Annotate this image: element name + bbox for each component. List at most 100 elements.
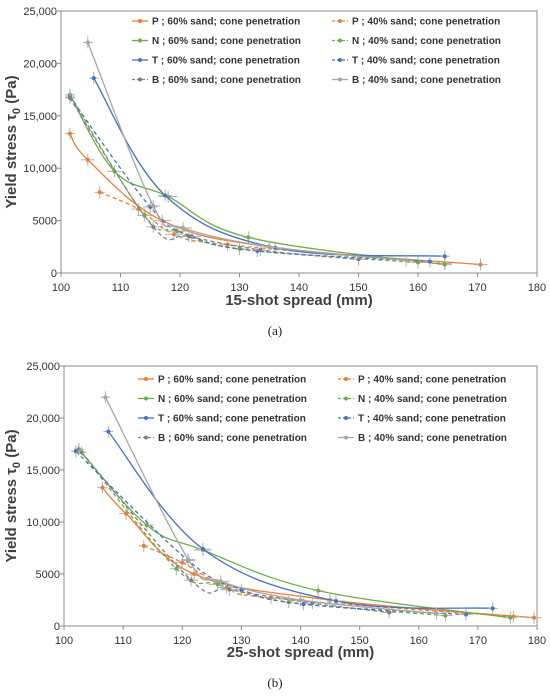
series-line xyxy=(78,448,446,617)
data-point xyxy=(85,157,90,162)
series-line xyxy=(93,77,445,257)
legend-label: T ; 40% sand; cone penetration xyxy=(352,56,500,67)
series-line xyxy=(75,450,467,616)
y-tick-label: 0 xyxy=(51,268,57,280)
data-point xyxy=(91,76,96,81)
data-point xyxy=(443,613,448,618)
x-tick-label: 180 xyxy=(528,282,546,294)
legend-item-t-40-sand-cone-penetration: T ; 40% sand; cone penetration xyxy=(338,414,506,425)
chart-panel-b: 100 110 120 130 140 150 160 170 180 0 5000 10,000 15… xyxy=(0,352,550,698)
x-tick-label: 140 xyxy=(290,282,308,294)
legend-item-p-40-sand-cone-penetration: P ; 40% sand; cone penetration xyxy=(338,375,506,386)
legend-swatch-marker xyxy=(144,416,148,420)
y-tick-label: 20,000 xyxy=(26,413,60,425)
data-point xyxy=(218,579,223,584)
legend-swatch-marker xyxy=(338,38,342,43)
series-line xyxy=(69,96,430,263)
data-point xyxy=(144,523,149,528)
legend-item-n-40-sand-cone-penetration: N ; 40% sand; cone penetration xyxy=(338,394,507,405)
series-n-40-sand-cone-penetration xyxy=(64,88,425,269)
data-point xyxy=(85,40,90,45)
legend-item-p-40-sand-cone-penetration: P ; 40% sand; cone penetration xyxy=(332,17,500,28)
legend-label: N ; 40% sand; cone penetration xyxy=(352,36,501,47)
legend-swatch-marker xyxy=(338,19,342,23)
series-line xyxy=(101,487,535,619)
y-tick-label: 15,000 xyxy=(23,111,57,123)
legend-swatch-marker xyxy=(344,416,348,420)
legend-item-b-40-sand-cone-penetration: B ; 40% sand; cone penetration xyxy=(338,433,507,444)
y-tick-label: 15,000 xyxy=(26,465,60,477)
data-point xyxy=(200,547,205,552)
data-point xyxy=(106,429,111,434)
data-point xyxy=(442,254,447,259)
data-point xyxy=(180,225,185,230)
legend-item-p-60-sand-cone-penetration: P ; 60% sand; cone penetration xyxy=(132,17,300,28)
legend-swatch-marker xyxy=(144,377,148,381)
data-point xyxy=(172,232,177,237)
series-b-60-sand-cone-penetration xyxy=(76,446,397,619)
x-tick-label: 100 xyxy=(55,635,73,647)
panel-caption: (a) xyxy=(268,323,282,338)
legend-label: B ; 60% sand; cone penetration xyxy=(152,75,301,86)
x-tick-label: 110 xyxy=(114,635,132,647)
x-tick-label: 140 xyxy=(291,635,309,647)
x-tick-label: 130 xyxy=(230,282,248,294)
x-tick-label: 150 xyxy=(350,635,368,647)
data-point xyxy=(267,244,272,249)
legend-swatch-marker xyxy=(144,435,148,440)
data-point xyxy=(434,611,439,616)
legend-item-t-60-sand-cone-penetration: T ; 60% sand; cone penetration xyxy=(132,56,300,67)
legend: P ; 60% sand; cone penetration P ; 40% sa… xyxy=(138,375,507,444)
series-line xyxy=(81,451,390,614)
data-point xyxy=(192,572,197,576)
legend: P ; 60% sand; cone penetration P ; 40% sa… xyxy=(132,17,501,86)
series-n-60-sand-cone-penetration xyxy=(73,443,518,624)
data-point xyxy=(151,203,156,208)
x-axis-label: 25-shot spread (mm) xyxy=(227,644,375,661)
data-point xyxy=(478,262,483,267)
x-axis-label: 15-shot spread (mm) xyxy=(225,292,373,309)
data-point xyxy=(404,258,409,263)
x-tick-label: 100 xyxy=(52,282,70,294)
legend-item-b-60-sand-cone-penetration: B ; 60% sand; cone penetration xyxy=(132,75,301,86)
series-p-40-sand-cone-penetration xyxy=(138,539,521,623)
data-point xyxy=(67,95,72,100)
x-tick-label: 180 xyxy=(528,635,546,647)
legend-swatch-marker xyxy=(144,396,148,401)
legend-label: T ; 40% sand; cone penetration xyxy=(358,414,506,425)
legend-item-n-60-sand-cone-penetration: N ; 60% sand; cone penetration xyxy=(132,36,301,47)
x-tick-label: 160 xyxy=(410,635,428,647)
legend-item-n-60-sand-cone-penetration: N ; 60% sand; cone penetration xyxy=(138,394,307,405)
legend-label: B ; 40% sand; cone penetration xyxy=(352,75,501,86)
series-t-60-sand-cone-penetration xyxy=(103,425,498,615)
data-point xyxy=(141,543,146,548)
series-line xyxy=(69,94,445,266)
y-tick-label: 10,000 xyxy=(23,163,57,175)
data-point xyxy=(76,447,81,452)
data-point xyxy=(246,235,251,240)
series-t-60-sand-cone-penetration xyxy=(88,72,450,263)
data-point xyxy=(180,560,185,565)
data-point xyxy=(67,131,72,136)
legend-swatch-marker xyxy=(344,435,348,440)
series-b-40-sand-cone-penetration xyxy=(100,391,444,620)
legend-item-b-40-sand-cone-penetration: B ; 40% sand; cone penetration xyxy=(332,75,501,86)
legend-label: B ; 40% sand; cone penetration xyxy=(358,433,507,444)
x-tick-label: 120 xyxy=(173,635,191,647)
legend-swatch-marker xyxy=(338,77,342,82)
legend-item-t-40-sand-cone-penetration: T ; 40% sand; cone penetration xyxy=(332,56,500,67)
x-tick-label: 160 xyxy=(409,282,427,294)
data-point xyxy=(258,247,263,252)
data-point xyxy=(174,566,179,571)
x-tick-label: 150 xyxy=(349,282,367,294)
legend-label: P ; 40% sand; cone penetration xyxy=(352,17,500,28)
data-point xyxy=(227,587,232,592)
y-axis-label: Yield stress τ0 (Pa) xyxy=(3,75,23,208)
data-point xyxy=(100,485,105,490)
legend-label: P ; 60% sand; cone penetration xyxy=(158,375,306,386)
data-point xyxy=(298,598,303,602)
legend-label: N ; 40% sand; cone penetration xyxy=(358,394,507,405)
y-tick-label: 25,000 xyxy=(26,361,60,373)
legend-label: P ; 40% sand; cone penetration xyxy=(358,375,506,386)
series-b-40-sand-cone-penetration xyxy=(82,36,414,267)
